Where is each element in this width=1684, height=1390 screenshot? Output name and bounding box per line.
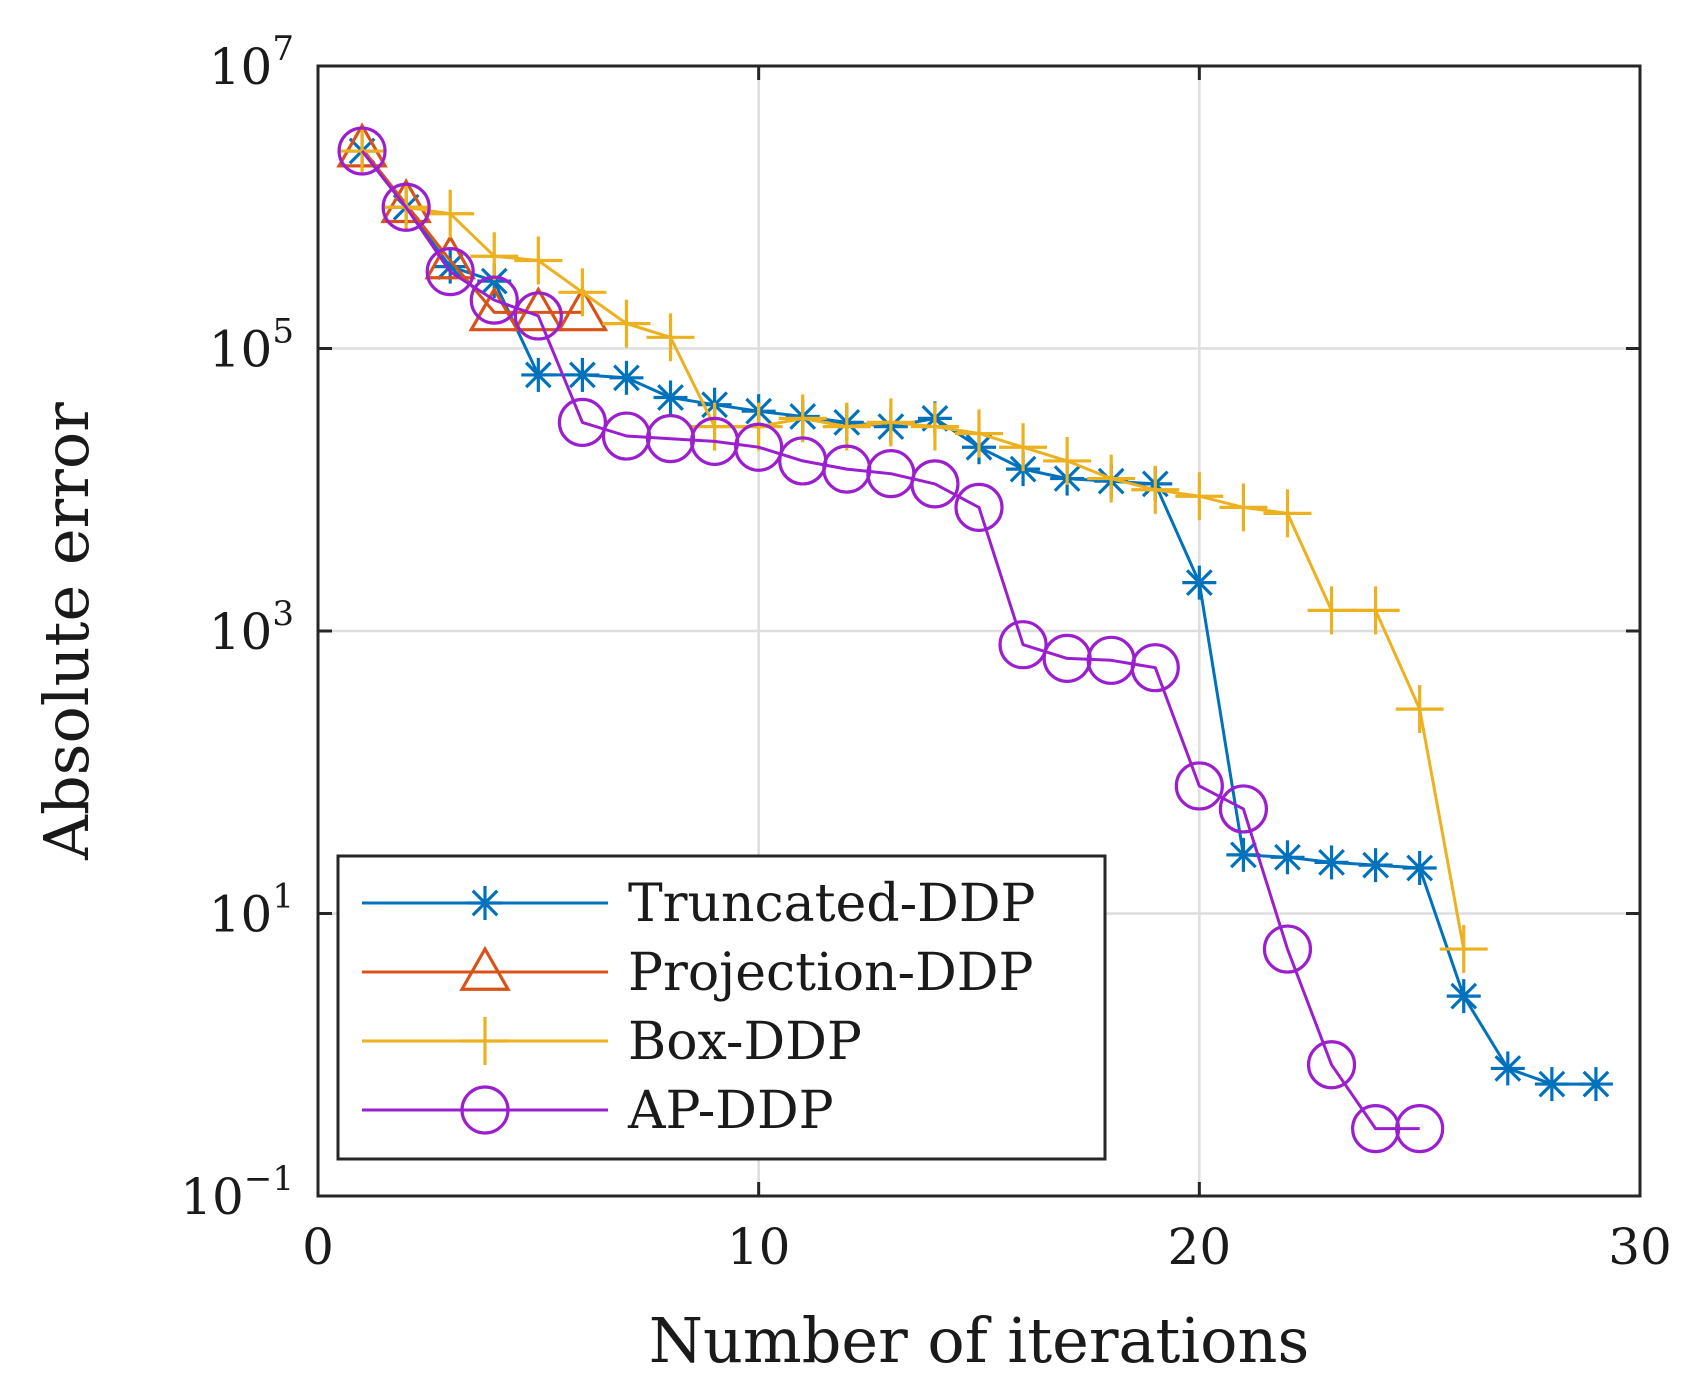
legend-label-box-ddp: Box-DDP [628,1012,862,1072]
legend-label-truncated-ddp: Truncated-DDP [628,874,1036,934]
data-point-box-ddp [910,402,959,451]
data-point-box-ddp [558,268,607,317]
y-axis-label: Absolute error [30,402,103,861]
legend-marker-projection-ddp [459,945,511,991]
legend-marker-box-ddp [461,1017,509,1065]
data-point-box-ddp [1307,586,1356,635]
data-point-ap-ddp [998,620,1048,670]
data-point-box-ddp [514,236,563,285]
data-point-ap-ddp [1218,784,1269,834]
legend-entry-ap-ddp: AP-DDP [362,1081,834,1141]
data-point-truncated-ddp [1402,850,1437,885]
data-point-ap-ddp [910,459,960,509]
data-point-ap-ddp [1042,633,1092,683]
data-point-truncated-ddp [653,380,688,415]
data-point-box-ddp [1043,436,1092,485]
data-point-box-ddp [1439,925,1488,974]
data-point-box-ddp [602,299,651,348]
data-point-box-ddp [955,409,1003,458]
data-point-projection-ddp [468,286,521,332]
data-point-box-ddp [426,189,475,238]
data-point-box-ddp [778,394,827,443]
legend-label-projection-ddp: Projection-DDP [628,943,1033,1003]
x-tick-label: 10 [727,1218,791,1276]
y-tick-label: 105 [209,312,294,379]
data-point-truncated-ddp [1270,840,1305,875]
data-point-truncated-ddp [1446,979,1481,1014]
data-point-ap-ddp [337,126,387,176]
data-point-projection-ddp [512,286,565,332]
y-tick-label: 103 [209,594,294,661]
y-tick-label: 101 [209,877,294,944]
data-point-box-ddp [734,402,783,451]
data-point-ap-ddp [645,414,696,464]
data-point-truncated-ddp [1314,845,1349,880]
data-point-box-ddp [1175,472,1224,521]
series-line-ap-ddp [360,150,1420,1131]
data-point-ap-ddp [1130,643,1180,693]
data-point-truncated-ddp [609,360,644,395]
data-point-box-ddp [999,423,1048,472]
series-layer [336,122,1613,1154]
data-point-ap-ddp [1262,924,1313,974]
legend-entry-projection-ddp: Projection-DDP [362,943,1033,1003]
data-point-box-ddp [646,313,695,362]
data-point-ap-ddp [734,422,784,472]
data-point-truncated-ddp [1226,837,1261,872]
legend-label-ap-ddp: AP-DDP [627,1081,834,1141]
data-point-projection-ddp [424,234,476,280]
data-point-ap-ddp [381,182,431,232]
data-point-box-ddp [1351,586,1400,635]
data-point-truncated-ddp [1490,1051,1525,1086]
legend-entry-truncated-ddp: Truncated-DDP [362,874,1036,934]
data-point-box-ddp [1219,483,1268,532]
data-point-box-ddp [1087,454,1136,503]
data-point-truncated-ddp [1358,848,1393,883]
legend-entries: Truncated-DDP Projection-DDP Box-DDP AP-DDP [362,874,1036,1141]
data-point-truncated-ddp [1182,565,1217,600]
data-point-ap-ddp [1306,1040,1357,1090]
y-tick-label: 10−1 [180,1159,294,1226]
x-axis-label: Number of iterations [649,1304,1310,1377]
data-point-truncated-ddp [565,357,600,392]
data-point-box-ddp [866,398,915,447]
tick-label-layer: 0 10 20 30 10−1 101 103 105 107 [180,29,1672,1276]
data-point-box-ddp [1263,489,1312,538]
data-point-box-ddp [822,402,871,451]
data-point-ap-ddp [954,482,1004,532]
data-point-ap-ddp [1350,1104,1401,1154]
y-tick-label: 107 [209,29,294,96]
data-point-ap-ddp [469,275,519,325]
data-point-ap-ddp [601,411,652,461]
data-point-ap-ddp [425,247,475,297]
legend: Truncated-DDP Projection-DDP Box-DDP AP-DDP [336,854,1107,1161]
legend-entry-box-ddp: Box-DDP [362,1012,862,1072]
data-point-box-ddp [470,232,519,281]
series-ap-ddp [337,126,1445,1154]
legend-marker-ap-ddp [460,1085,510,1135]
data-point-ap-ddp [1395,1104,1445,1154]
data-point-ap-ddp [557,397,608,447]
legend-marker-truncated-ddp [468,886,502,920]
x-tick-label: 20 [1168,1218,1232,1276]
data-point-ap-ddp [513,291,563,341]
data-point-box-ddp [1131,465,1180,514]
x-tick-label: 0 [302,1218,334,1276]
data-point-box-ddp [1395,685,1444,734]
x-tick-label: 30 [1608,1218,1672,1276]
tick-layer [316,64,1642,1198]
data-point-projection-ddp [556,286,609,332]
data-point-truncated-ddp [1534,1067,1569,1102]
data-point-truncated-ddp [1578,1067,1613,1102]
data-point-truncated-ddp [521,357,556,392]
data-point-ap-ddp [1174,761,1224,811]
